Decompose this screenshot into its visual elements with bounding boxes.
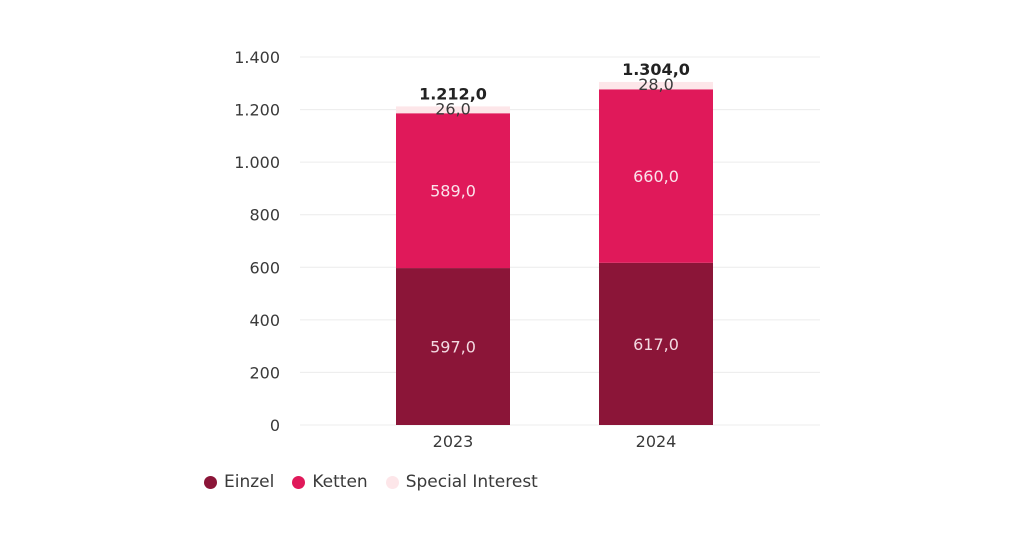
bar-einzel-2024[interactable] (599, 262, 713, 425)
grid-lines (300, 56, 820, 426)
data-labels: 597,0 589,0 26,01.212,0 617,0 660,0 28,01.304… (419, 60, 690, 356)
bar-ketten-2023[interactable] (396, 113, 510, 269)
y-axis-tick-labels: 0 200 400 600 800 1.000 1.200 1.400 (234, 48, 280, 435)
legend-swatch-special-interest (385, 475, 399, 489)
total-label-2023: 1.212,0 (419, 84, 487, 103)
y-tick-label: 1.200 (234, 101, 280, 120)
total-label-2024: 1.304,0 (622, 60, 690, 79)
data-label-ketten-2023: 589,0 (430, 182, 476, 201)
y-tick-label: 0 (270, 416, 280, 435)
y-tick-label: 800 (249, 206, 280, 225)
y-tick-label: 200 (249, 363, 280, 382)
data-label-einzel-2023: 597,0 (430, 338, 476, 357)
y-tick-label: 1.400 (234, 48, 280, 67)
legend-label-special-interest: Special Interest (405, 472, 538, 492)
legend: Einzel Ketten Special Interest (204, 471, 556, 493)
data-label-special-interest-2023: 26,0 (435, 99, 471, 118)
data-label-einzel-2024: 617,0 (633, 335, 679, 354)
legend-item-special-interest[interactable]: Special Interest (385, 472, 538, 492)
y-tick-label: 1.000 (234, 153, 280, 172)
data-label-ketten-2024: 660,0 (633, 167, 679, 186)
x-axis-tick-labels: 2023 2024 (433, 432, 677, 451)
legend-swatch-einzel (204, 475, 217, 489)
data-label-special-interest-2024: 28,0 (638, 75, 674, 94)
bar-special-interest-2023[interactable] (396, 106, 510, 114)
legend-swatch-ketten (292, 475, 306, 489)
y-tick-label: 600 (249, 258, 280, 277)
bars (396, 81, 713, 425)
legend-item-ketten[interactable]: Ketten (292, 472, 368, 492)
legend-item-einzel[interactable]: Einzel (204, 472, 274, 492)
bar-einzel-2023[interactable] (396, 268, 510, 425)
x-tick-label-2023: 2023 (433, 432, 474, 451)
legend-label-ketten: Ketten (312, 472, 368, 492)
x-tick-label-2024: 2024 (636, 432, 677, 451)
legend-label-einzel: Einzel (224, 472, 275, 492)
bar-special-interest-2024[interactable] (599, 81, 713, 90)
y-tick-label: 400 (249, 311, 280, 330)
bar-ketten-2024[interactable] (599, 89, 713, 263)
